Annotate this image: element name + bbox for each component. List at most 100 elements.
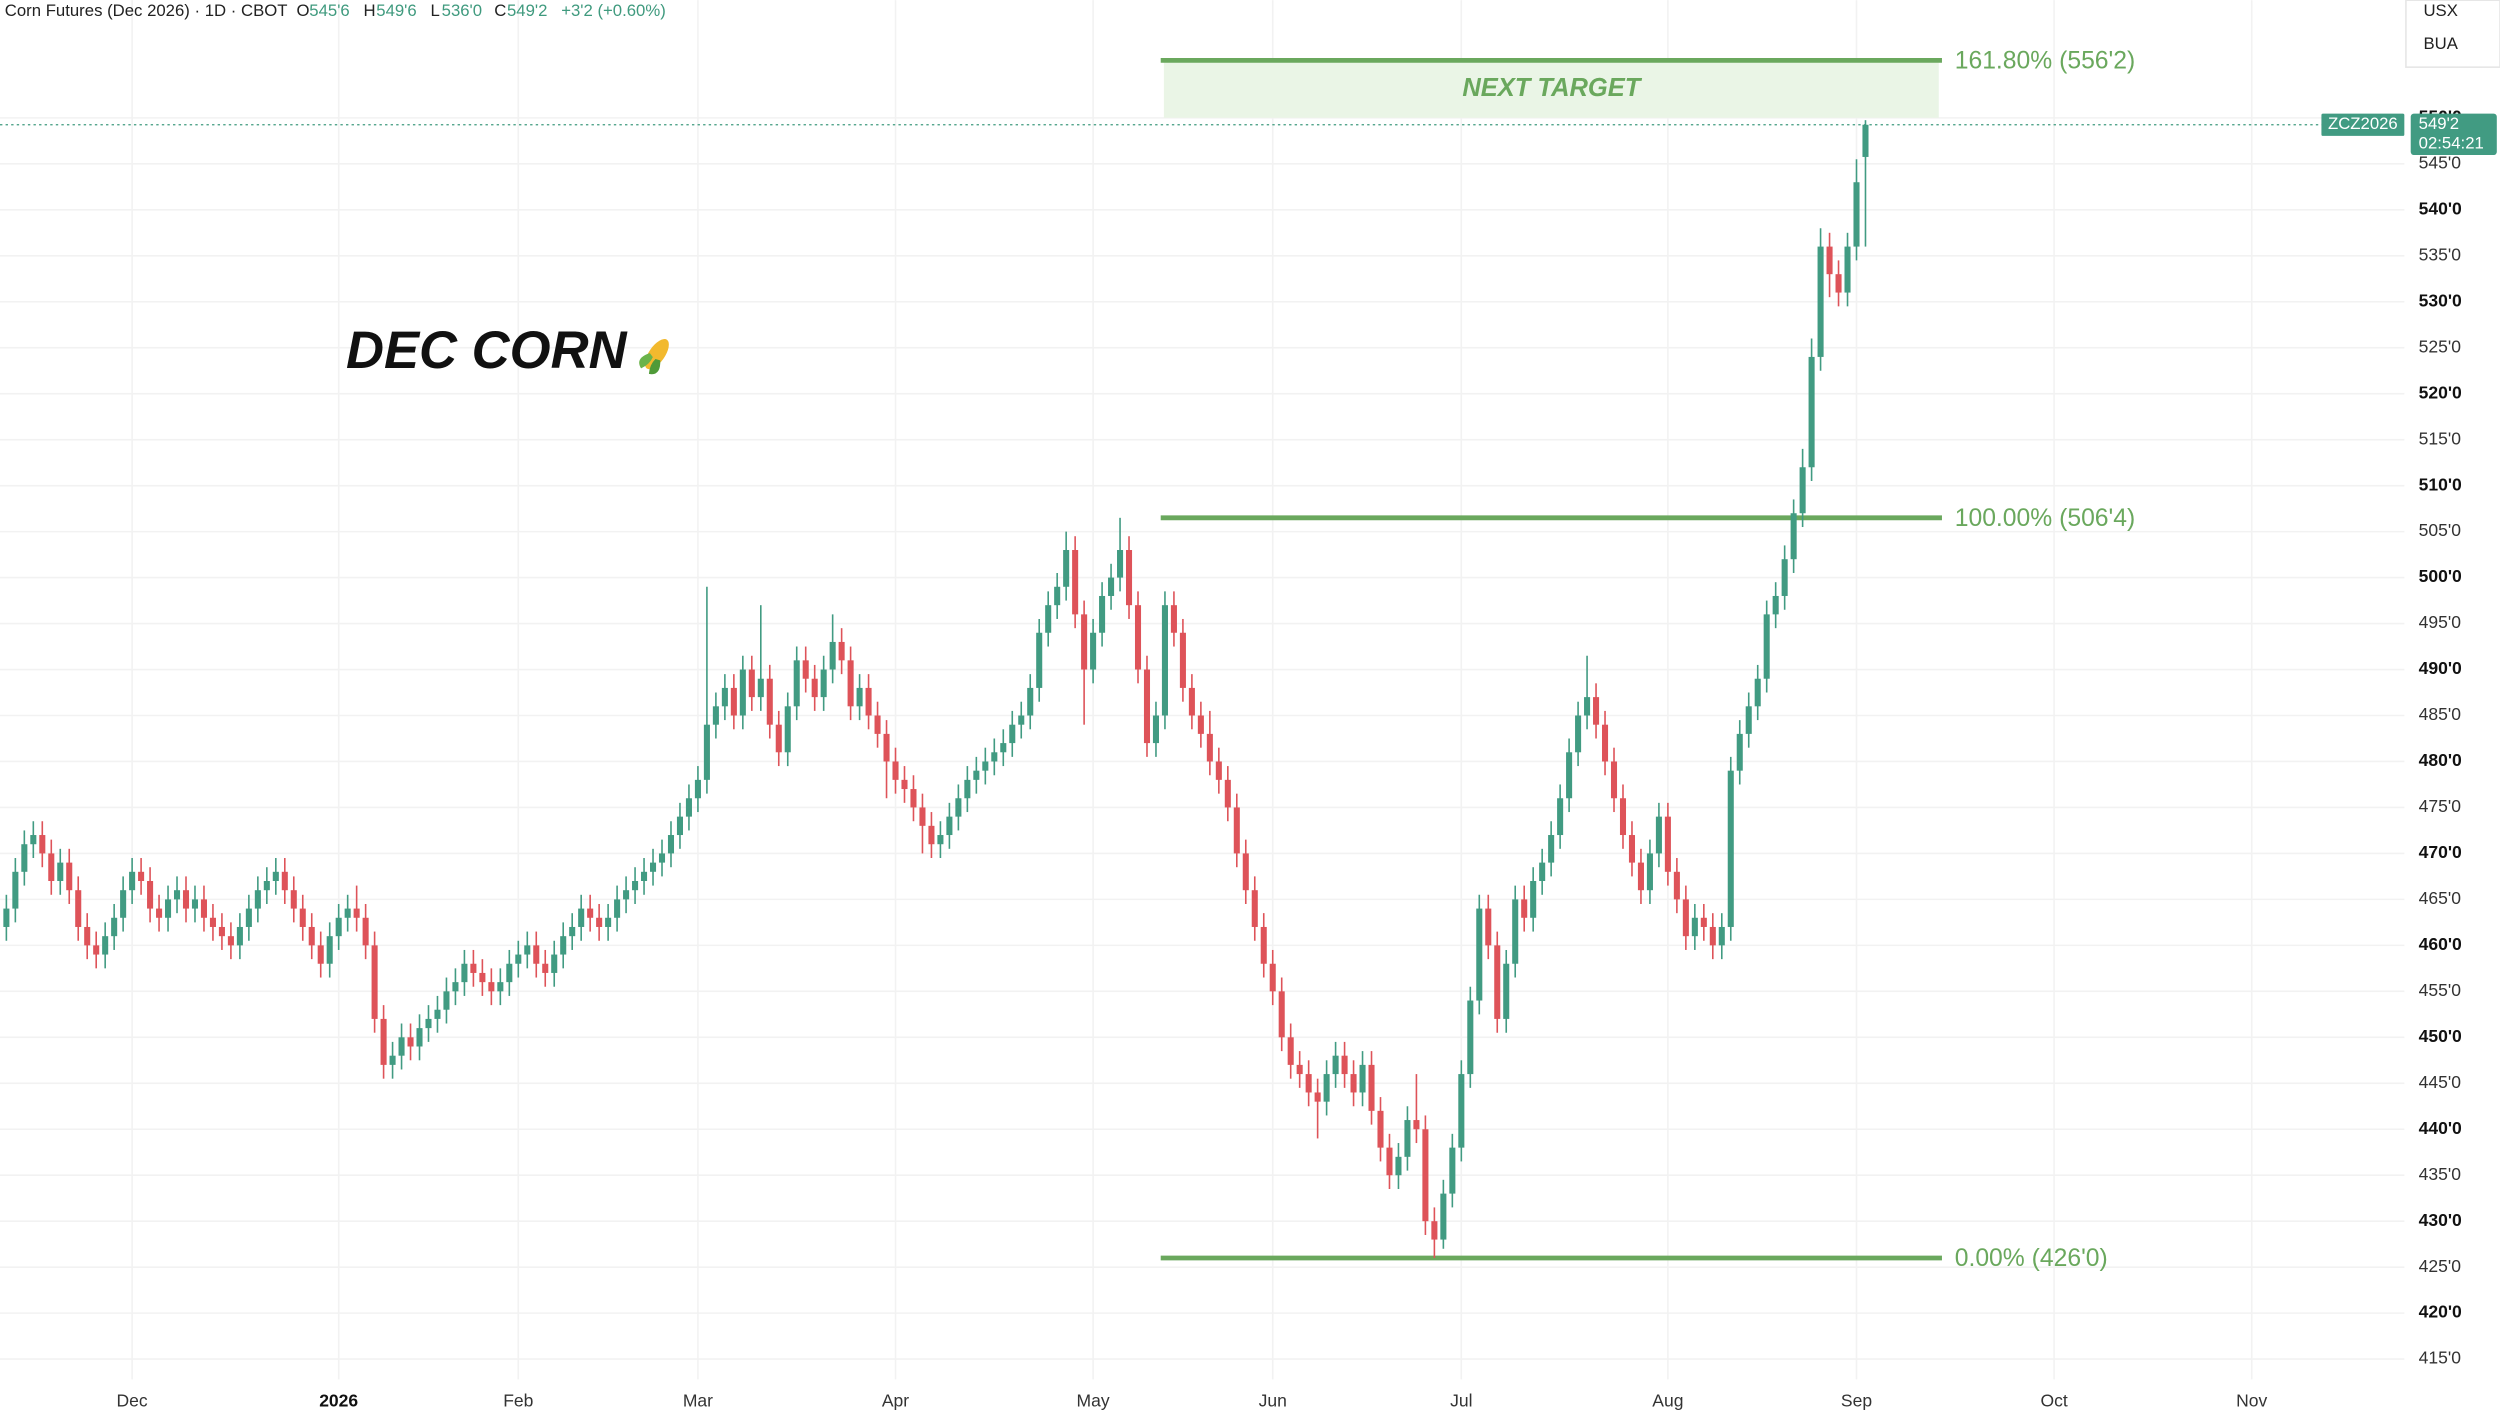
candle-body bbox=[1826, 246, 1833, 275]
candles bbox=[3, 120, 1869, 1258]
candle-body bbox=[173, 890, 181, 900]
candle-body bbox=[254, 890, 261, 909]
candle-body bbox=[712, 706, 719, 725]
y-tick-label: 470'0 bbox=[2419, 842, 2462, 862]
candle-body bbox=[1090, 632, 1097, 670]
candle-body bbox=[703, 724, 710, 780]
candle-body bbox=[865, 687, 872, 716]
candle-body bbox=[263, 881, 270, 891]
candle-body bbox=[1799, 467, 1806, 514]
candle-body bbox=[937, 835, 944, 845]
candle-body bbox=[1413, 1120, 1420, 1130]
candle-body bbox=[569, 926, 576, 937]
candle-body bbox=[919, 807, 926, 826]
x-tick-label: Jul bbox=[1450, 1390, 1472, 1410]
candle-body bbox=[991, 752, 998, 762]
candle-body bbox=[542, 963, 549, 973]
candle-body bbox=[461, 963, 468, 983]
candle-body bbox=[730, 687, 737, 716]
candle-body bbox=[1727, 770, 1734, 927]
y-tick-label: 435'0 bbox=[2419, 1164, 2462, 1184]
candle-body bbox=[982, 761, 989, 771]
candle-body bbox=[1601, 724, 1609, 762]
candle-body bbox=[1736, 733, 1743, 771]
candle-body bbox=[12, 871, 19, 909]
fib-label: 161.80% (556'2) bbox=[1955, 48, 2136, 75]
candle-body bbox=[605, 917, 612, 927]
candle-body bbox=[182, 890, 190, 909]
candle-body bbox=[1530, 881, 1537, 918]
candle-body bbox=[1215, 761, 1222, 780]
symbol-tag-label: ZCZ2026 bbox=[2328, 114, 2398, 133]
x-tick-label: Aug bbox=[1652, 1390, 1683, 1410]
candle-body bbox=[1018, 715, 1025, 725]
candle-body bbox=[1143, 669, 1151, 744]
candle-body bbox=[102, 936, 109, 955]
y-tick-label: 465'0 bbox=[2419, 888, 2462, 908]
candle-body bbox=[452, 982, 459, 992]
candle-body bbox=[1117, 550, 1124, 578]
candle-body bbox=[1718, 926, 1725, 946]
candle-body bbox=[1242, 853, 1249, 891]
target-zone bbox=[1163, 60, 1939, 118]
y-tick-label: 445'0 bbox=[2419, 1072, 2462, 1092]
candle-body bbox=[30, 835, 37, 845]
candle-body bbox=[757, 678, 764, 698]
candle-body bbox=[784, 706, 791, 753]
x-tick-label: Feb bbox=[503, 1390, 533, 1410]
y-tick-label: 460'0 bbox=[2419, 934, 2462, 954]
axes: 415'0 420'0 425'0 430'0 435'0 440'0 445'0 450'0… bbox=[117, 106, 2463, 1410]
candle-body bbox=[1853, 182, 1860, 247]
overlay: Corn Futures (Dec 2026) · 1D · CBOT O 54… bbox=[0, 0, 2500, 380]
candle-body bbox=[1296, 1064, 1303, 1075]
candle-body bbox=[1467, 1000, 1474, 1075]
candle-body bbox=[398, 1037, 405, 1056]
candle-body bbox=[308, 926, 315, 946]
candle-body bbox=[21, 844, 28, 872]
y-tick-label: 495'0 bbox=[2419, 612, 2462, 632]
candle-body bbox=[1682, 899, 1689, 937]
candle-body bbox=[1494, 945, 1501, 1019]
fib-label: 0.00% (426'0) bbox=[1955, 1245, 2108, 1272]
candle-body bbox=[1359, 1064, 1366, 1093]
candle-body bbox=[165, 899, 172, 918]
candle-body bbox=[1575, 715, 1582, 753]
candle-body bbox=[560, 936, 567, 955]
candle-body bbox=[1000, 743, 1007, 753]
candle-body bbox=[1862, 124, 1869, 157]
candle-body bbox=[838, 641, 845, 661]
candle-body bbox=[1754, 678, 1761, 707]
candle-body bbox=[1619, 798, 1627, 836]
candle-body bbox=[281, 871, 288, 891]
candle-body bbox=[156, 908, 163, 918]
candle-body bbox=[1772, 595, 1779, 615]
candle-body bbox=[1566, 752, 1573, 799]
y-tick-label: 425'0 bbox=[2419, 1256, 2462, 1276]
candle-body bbox=[829, 641, 836, 670]
candle-body bbox=[623, 890, 630, 900]
candle-body bbox=[1179, 632, 1186, 688]
price-tag bbox=[2410, 113, 2497, 156]
currency[interactable]: USX bbox=[2423, 1, 2457, 20]
candle-body bbox=[1260, 926, 1267, 964]
candle-body bbox=[641, 871, 648, 882]
candle-body bbox=[748, 669, 755, 698]
candle-body bbox=[1027, 687, 1034, 716]
target-label: NEXT TARGET bbox=[1462, 74, 1642, 102]
high-label: H bbox=[364, 1, 376, 20]
corn-icon bbox=[639, 339, 669, 375]
candle-body bbox=[632, 881, 639, 891]
unit[interactable]: BUA bbox=[2423, 34, 2458, 53]
candle-body bbox=[1350, 1074, 1357, 1093]
candle-body bbox=[524, 945, 531, 955]
candle-body bbox=[1099, 595, 1106, 633]
candle-body bbox=[1584, 697, 1591, 716]
candle-body bbox=[1539, 862, 1546, 882]
candle-body bbox=[910, 789, 917, 808]
y-tick-label: 535'0 bbox=[2419, 244, 2462, 264]
candle-body bbox=[1386, 1147, 1393, 1176]
candle-body bbox=[1287, 1037, 1294, 1065]
